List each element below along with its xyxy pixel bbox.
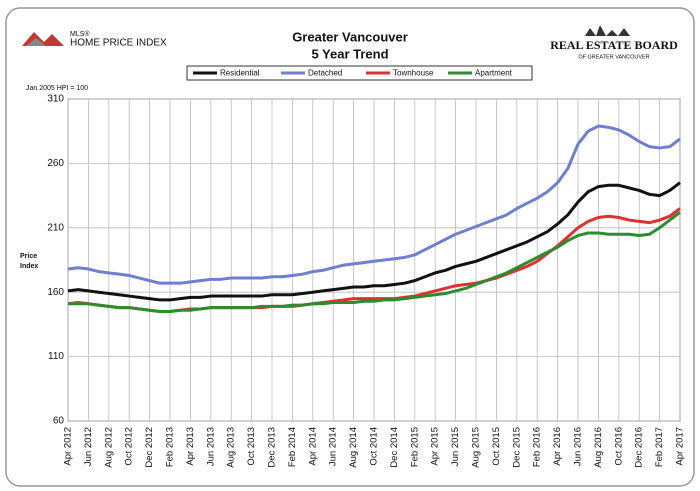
x-tick-label: Apr 2012 [63,427,74,466]
x-tick-label: Aug 2015 [471,427,482,468]
x-tick-label: Jun 2012 [83,427,94,466]
x-tick-label: Jun 2014 [328,427,339,466]
legend-label: Apartment [475,69,513,78]
x-tick-label: Aug 2012 [103,427,114,468]
x-tick-label: Aug 2013 [226,427,237,468]
x-tick-label: Aug 2014 [348,427,359,468]
legend [186,65,533,81]
y-axis-label: Index [20,263,38,270]
x-tick-label: Dec 2015 [511,427,522,468]
y-tick-label: 310 [47,94,64,105]
series-line [68,211,681,314]
x-tick-label: Feb 2017 [654,427,665,467]
logo-right: REAL ESTATE BOARD OF GREATER VANCOUVER [550,25,678,60]
legend-label: Townhouse [393,69,434,78]
x-tick-label: Jun 2015 [450,427,461,466]
y-tick-label: 210 [47,222,64,233]
x-tick-label: Oct 2014 [369,427,380,466]
x-tick-label: Apr 2014 [307,427,318,466]
x-tick-label: Aug 2016 [593,427,604,468]
x-tick-label: Feb 2014 [287,427,298,467]
x-tick-label: Oct 2016 [613,427,624,466]
logo-sub: OF GREATER VANCOUVER [578,54,649,60]
x-tick-label: Jun 2013 [205,427,216,466]
series-line [67,124,681,285]
y-tick-label: 160 [47,287,64,298]
x-tick-label: Jun 2016 [573,427,584,466]
y-tick-label: 260 [47,158,64,169]
x-tick-label: Dec 2013 [267,427,278,468]
chart-subtitle: 5 Year Trend [311,46,388,61]
x-tick-label: Feb 2013 [165,427,176,467]
x-tick-label: Apr 2013 [185,427,196,466]
y-tick-label: 60 [53,416,65,427]
y-tick-label: 110 [48,351,64,362]
y-axis-label: Price [20,253,37,260]
legend-label: Residential [220,69,260,78]
x-tick-label: Apr 2017 [675,427,686,466]
logo-mark: MLS® [70,30,90,38]
x-tick-label: Dec 2016 [634,427,645,468]
chart-title: Greater Vancouver [292,29,408,44]
x-tick-label: Feb 2016 [532,427,543,467]
x-tick-label: Dec 2014 [389,427,400,468]
note: Jan 2005 HPI = 100 [26,85,88,92]
x-tick-label: Oct 2013 [246,427,257,466]
x-tick-label: Feb 2015 [409,427,420,467]
x-tick-label: Oct 2015 [491,427,502,466]
x-tick-label: Oct 2012 [124,427,135,466]
logo-name: REAL ESTATE BOARD [550,38,678,52]
x-tick-label: Apr 2016 [552,427,563,466]
logo-name: HOME PRICE INDEX [70,38,167,49]
series-line [67,181,681,302]
x-tick-label: Dec 2012 [144,427,155,468]
legend-label: Detached [308,69,342,78]
x-tick-label: Apr 2015 [430,427,441,466]
logo-left: MLS® HOME PRICE INDEX [22,30,167,49]
